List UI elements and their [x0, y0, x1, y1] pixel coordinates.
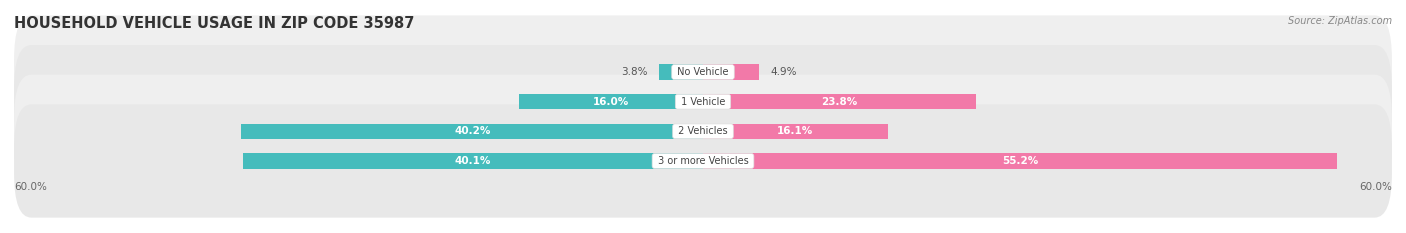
Text: Source: ZipAtlas.com: Source: ZipAtlas.com	[1288, 16, 1392, 26]
Text: 23.8%: 23.8%	[821, 97, 858, 107]
Text: 4.9%: 4.9%	[770, 67, 797, 77]
Text: 2 Vehicles: 2 Vehicles	[675, 126, 731, 136]
Text: 60.0%: 60.0%	[1360, 182, 1392, 192]
Bar	[519, 94, 703, 109]
Text: 16.0%: 16.0%	[593, 97, 630, 107]
Bar	[703, 94, 976, 109]
Bar	[703, 64, 759, 80]
FancyBboxPatch shape	[14, 75, 1392, 188]
Text: HOUSEHOLD VEHICLE USAGE IN ZIP CODE 35987: HOUSEHOLD VEHICLE USAGE IN ZIP CODE 3598…	[14, 16, 415, 31]
FancyBboxPatch shape	[14, 15, 1392, 129]
Text: 16.1%: 16.1%	[778, 126, 814, 136]
FancyBboxPatch shape	[14, 45, 1392, 158]
Text: 40.2%: 40.2%	[454, 126, 491, 136]
Text: 3 or more Vehicles: 3 or more Vehicles	[655, 156, 751, 166]
Bar	[242, 124, 703, 139]
Bar	[243, 153, 703, 169]
Bar	[703, 124, 887, 139]
FancyBboxPatch shape	[14, 104, 1392, 218]
Text: 3.8%: 3.8%	[621, 67, 648, 77]
Bar	[703, 153, 1337, 169]
Text: 55.2%: 55.2%	[1002, 156, 1038, 166]
Text: No Vehicle: No Vehicle	[675, 67, 731, 77]
Text: 60.0%: 60.0%	[14, 182, 46, 192]
Bar	[659, 64, 703, 80]
Text: 1 Vehicle: 1 Vehicle	[678, 97, 728, 107]
Text: 40.1%: 40.1%	[454, 156, 491, 166]
